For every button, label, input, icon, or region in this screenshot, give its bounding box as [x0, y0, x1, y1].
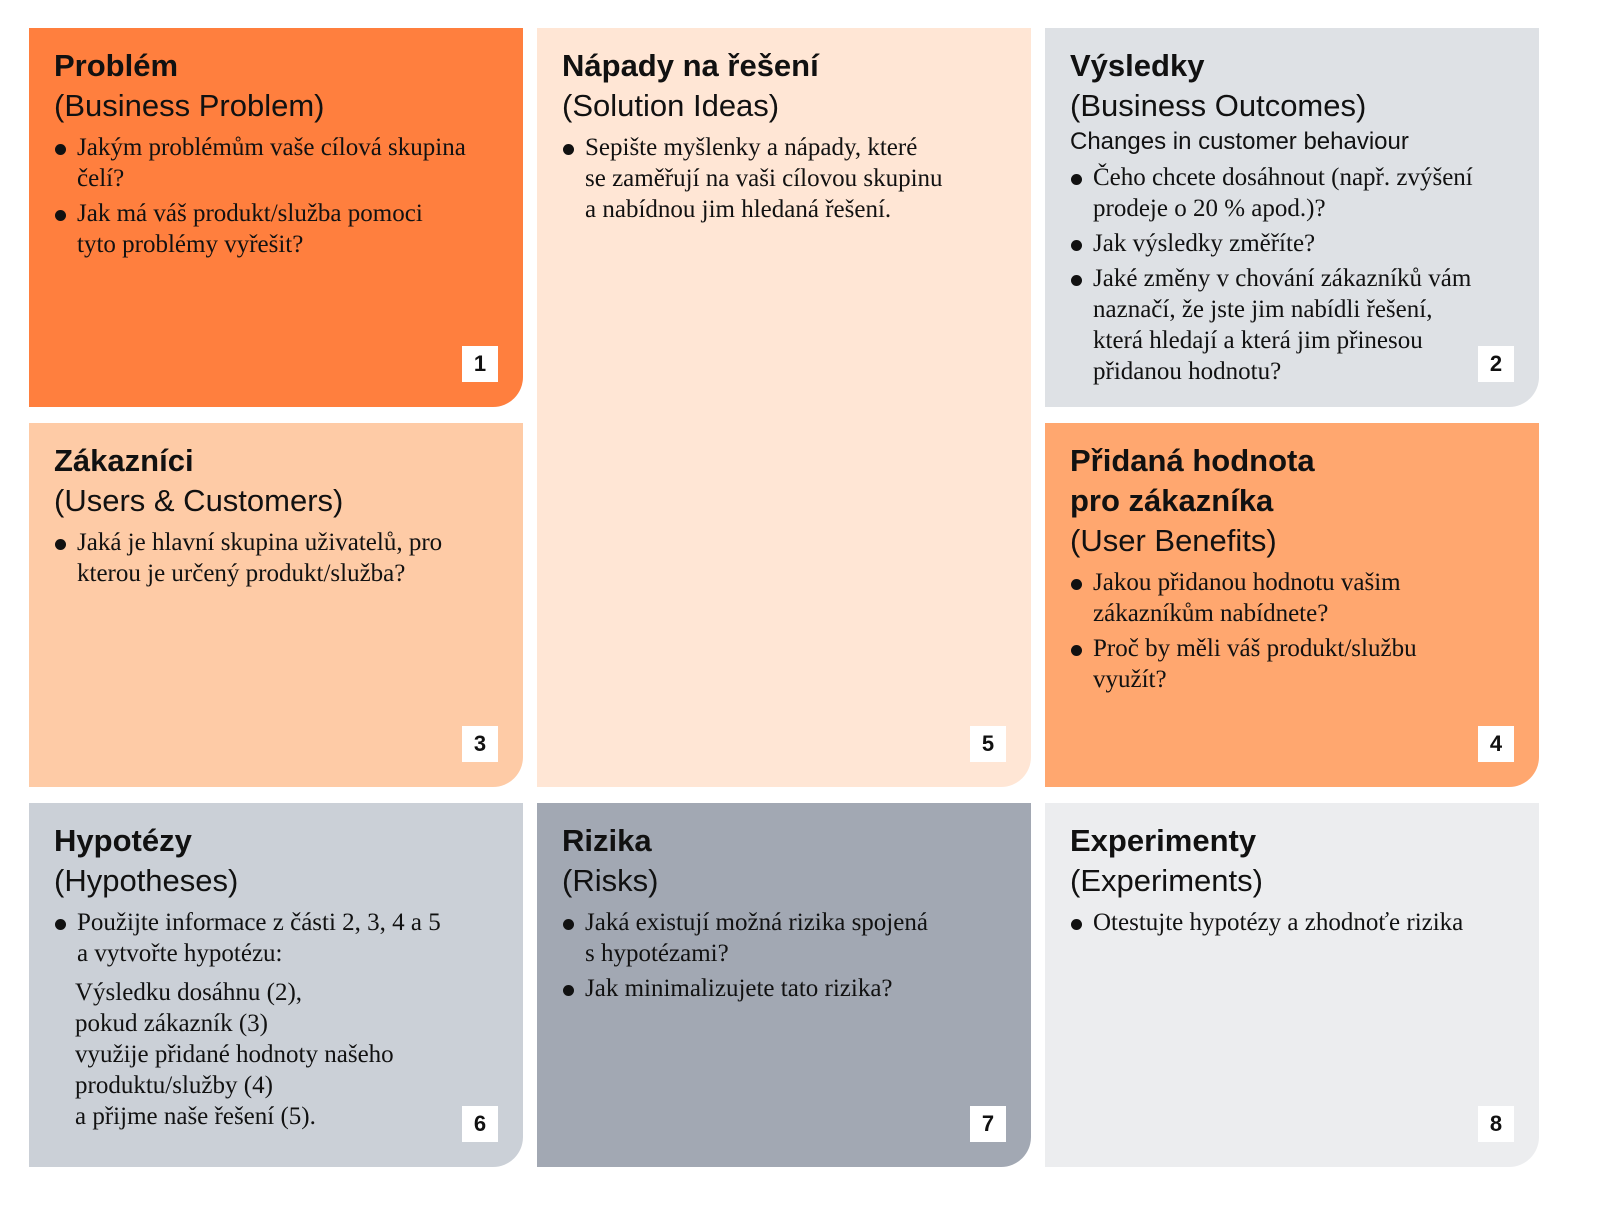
bullet-item: Čeho chcete dosáhnout (např. zvýšení prod… [1070, 162, 1514, 224]
bullet-line: a nabídnou jim hledaná řešení. [585, 196, 892, 223]
panel-subtitle: (Experiments) [1070, 863, 1263, 898]
panel-subtitle: (Solution Ideas) [562, 88, 780, 123]
bullet-item: Jak má váš produkt/služba pomoci tyto pro… [54, 198, 498, 260]
bullet-line: Jaká existují možná rizika spojená [585, 909, 928, 936]
hypothesis-line: a přijme naše řešení (5). [75, 1103, 316, 1130]
bullet-line: kterou je určený produkt/služba? [77, 560, 406, 587]
hypothesis-line: produktu/služby (4) [75, 1072, 273, 1099]
hypothesis-line: Výsledku dosáhnu (2), [75, 979, 303, 1006]
bullet-line: Použijte informace z části 2, 3, 4 a 5 [77, 909, 441, 936]
panel-number-badge: 3 [462, 726, 498, 762]
panel-subtitle: (Risks) [562, 863, 659, 898]
bullet-item: Použijte informace z části 2, 3, 4 a 5 a … [54, 907, 498, 969]
bullet-item: Jaké změny v chování zákazníků vám naznač… [1070, 263, 1514, 387]
bullet-list: Použijte informace z části 2, 3, 4 a 5 a … [54, 907, 498, 969]
panel-title: Experimenty [1070, 821, 1514, 861]
panel-subtitle: (Users & Customers) [54, 483, 344, 518]
panel-number-badge: 7 [970, 1106, 1006, 1142]
bullet-list: Sepište myšlenky a nápady, které se zaměř… [562, 132, 1006, 225]
bullet-line: Sepište myšlenky a nápady, které [585, 134, 918, 161]
panel-subtitle: (Business Problem) [54, 88, 325, 123]
bullet-line: přidanou hodnotu? [1093, 358, 1282, 385]
bullet-item: Jakou přidanou hodnotu vašim zákazníkům n… [1070, 567, 1514, 629]
panel-title-line: Zákazníci [54, 443, 194, 478]
bullet-line: Jaká je hlavní skupina uživatelů, pro [77, 529, 443, 556]
bullet-item: Jak minimalizujete tato rizika? [562, 973, 1006, 1004]
panel-risks: Rizika (Risks) Jaká existují možná rizika … [537, 803, 1031, 1167]
bullet-line: čelí? [77, 165, 125, 192]
bullet-line: zákazníkům nabídnete? [1093, 600, 1329, 627]
panel-number-badge: 1 [462, 346, 498, 382]
bullet-item: Proč by měli váš produkt/službu využít? [1070, 633, 1514, 695]
bullet-line: Jak má váš produkt/služba pomoci [77, 200, 423, 227]
bullet-line: Jaké změny v chování zákazníků vám [1093, 265, 1472, 292]
panel-number-badge: 8 [1478, 1106, 1514, 1142]
bullet-line: využít? [1093, 666, 1167, 693]
hypothesis-line: využije přidané hodnoty našeho [75, 1041, 394, 1068]
bullet-line: Jak minimalizujete tato rizika? [585, 975, 893, 1002]
panel-number-badge: 5 [970, 726, 1006, 762]
panel-title-line: Přidaná hodnota [1070, 443, 1315, 478]
panel-title: Přidaná hodnota pro zákazníka [1070, 441, 1514, 521]
bullet-list: Jaká existují možná rizika spojená s hypo… [562, 907, 1006, 1004]
bullet-item: Sepište myšlenky a nápady, které se zaměř… [562, 132, 1006, 225]
bullet-line: s hypotézami? [585, 940, 729, 967]
panel-subtitle: (User Benefits) [1070, 523, 1277, 558]
panel-title: Výsledky [1070, 46, 1514, 86]
bullet-line: Jakou přidanou hodnotu vašim [1093, 569, 1401, 596]
panel-note: Changes in customer behaviour [1070, 128, 1409, 155]
bullet-list: Jaká je hlavní skupina uživatelů, pro kte… [54, 527, 498, 589]
bullet-item: Jak výsledky změříte? [1070, 228, 1514, 259]
bullet-line: která hledají a která jim přinesou [1093, 327, 1423, 354]
bullet-line: a vytvořte hypotézu: [77, 940, 283, 967]
panel-title: Rizika [562, 821, 1006, 861]
panel-number-badge: 4 [1478, 726, 1514, 762]
bullet-list: Jakou přidanou hodnotu vašim zákazníkům n… [1070, 567, 1514, 695]
panel-number-badge: 6 [462, 1106, 498, 1142]
panel-title-line: Nápady na řešení [562, 48, 819, 83]
bullet-item: Jaká je hlavní skupina uživatelů, pro kte… [54, 527, 498, 589]
panel-title: Problém [54, 46, 498, 86]
bullet-line: Otestujte hypotézy a zhodnoťe rizika [1093, 909, 1464, 936]
panel-title-line: pro zákazníka [1070, 483, 1274, 518]
panel-title: Zákazníci [54, 441, 498, 481]
bullet-line: se zaměřují na vaši cílovou skupinu [585, 165, 943, 192]
panel-users-customers: Zákazníci (Users & Customers) Jaká je hlav… [29, 423, 523, 787]
panel-number-badge: 2 [1478, 346, 1514, 382]
panel-title: Hypotézy [54, 821, 498, 861]
panel-title-line: Experimenty [1070, 823, 1257, 858]
bullet-line: Čeho chcete dosáhnout (např. zvýšení [1093, 164, 1473, 191]
bullet-line: naznačí, že jste jim nabídli řešení, [1093, 296, 1433, 323]
bullet-item: Otestujte hypotézy a zhodnoťe rizika [1070, 907, 1514, 938]
panel-title: Nápady na řešení [562, 46, 1006, 86]
panel-title-line: Hypotézy [54, 823, 192, 858]
bullet-list: Otestujte hypotézy a zhodnoťe rizika [1070, 907, 1514, 938]
panel-title-line: Problém [54, 48, 179, 83]
hypothesis-line: pokud zákazník (3) [75, 1010, 268, 1037]
bullet-line: Jakým problémům vaše cílová skupina [77, 134, 466, 161]
hypothesis-template: Výsledku dosáhnu (2), pokud zákazník (3) v… [54, 977, 498, 1132]
panel-subtitle: (Hypotheses) [54, 863, 239, 898]
bullet-line: prodeje o 20 % apod.)? [1093, 195, 1326, 222]
panel-business-outcomes: Výsledky (Business Outcomes) Changes in cu… [1045, 28, 1539, 407]
panel-experiments: Experimenty (Experiments) Otestujte hypoté… [1045, 803, 1539, 1167]
panel-solution-ideas: Nápady na řešení (Solution Ideas) Sepište … [537, 28, 1031, 787]
panel-subtitle: (Business Outcomes) [1070, 88, 1367, 123]
bullet-line: tyto problémy vyřešit? [77, 231, 304, 258]
bullet-line: Jak výsledky změříte? [1093, 230, 1316, 257]
bullet-list: Jakým problémům vaše cílová skupina čelí?… [54, 132, 498, 260]
panel-title-line: Rizika [562, 823, 652, 858]
bullet-item: Jaká existují možná rizika spojená s hypo… [562, 907, 1006, 969]
panel-hypotheses: Hypotézy (Hypotheses) Použijte informace z… [29, 803, 523, 1167]
panel-problem: Problém (Business Problem) Jakým problémům… [29, 28, 523, 407]
bullet-list: Čeho chcete dosáhnout (např. zvýšení prod… [1070, 162, 1514, 387]
panel-title-line: Výsledky [1070, 48, 1205, 83]
bullet-line: Proč by měli váš produkt/službu [1093, 635, 1417, 662]
panel-user-benefits: Přidaná hodnota pro zákazníka (User Benefi… [1045, 423, 1539, 787]
bullet-item: Jakým problémům vaše cílová skupina čelí? [54, 132, 498, 194]
